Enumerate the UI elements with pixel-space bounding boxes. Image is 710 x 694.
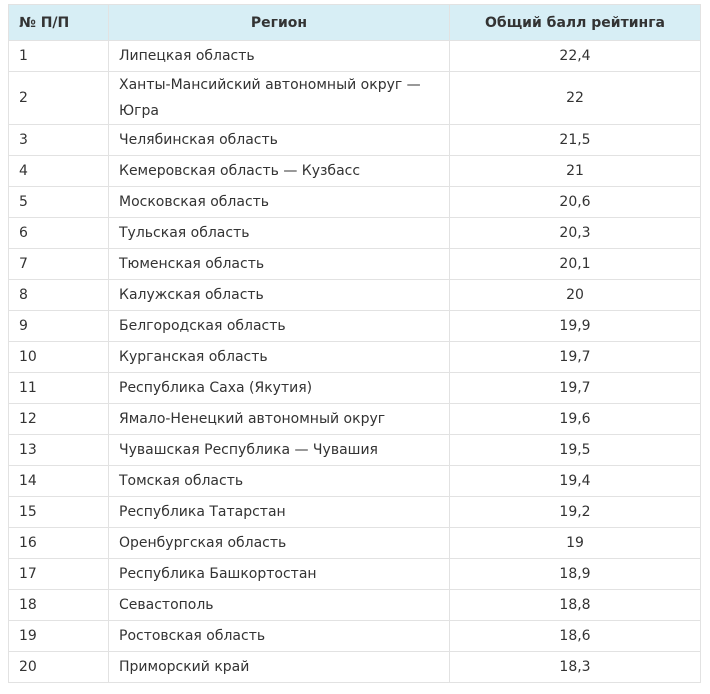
score-cell: 21 bbox=[449, 155, 701, 187]
region-cell: Республика Башкортостан bbox=[108, 558, 450, 590]
region-cell: Ханты-Мансийский автономный округ — Югра bbox=[108, 71, 450, 125]
rank-cell: 11 bbox=[8, 372, 109, 404]
region-cell: Калужская область bbox=[108, 279, 450, 311]
header-row: № П/П Регион Общий балл рейтинга bbox=[8, 4, 701, 41]
table-row: 5 Московская область 20,6 bbox=[8, 186, 701, 218]
score-cell: 22,4 bbox=[449, 40, 701, 72]
region-cell: Тульская область bbox=[108, 217, 450, 249]
score-cell: 18,6 bbox=[449, 620, 701, 652]
region-cell: Томская область bbox=[108, 465, 450, 497]
table-row: 18 Севастополь 18,8 bbox=[8, 589, 701, 621]
table-row: 19 Ростовская область 18,6 bbox=[8, 620, 701, 652]
score-cell: 18,8 bbox=[449, 589, 701, 621]
header-cell: Общий балл рейтинга bbox=[449, 4, 701, 41]
rank-cell: 13 bbox=[8, 434, 109, 466]
table-row: 9 Белгородская область 19,9 bbox=[8, 310, 701, 342]
table-body: 1 Липецкая область 22,4 2 Ханты-Мансийский а… bbox=[8, 40, 701, 683]
region-cell: Ямало-Ненецкий автономный округ bbox=[108, 403, 450, 435]
rank-cell: 19 bbox=[8, 620, 109, 652]
table-row: 2 Ханты-Мансийский автономный округ — Югр… bbox=[8, 71, 701, 125]
score-cell: 19,2 bbox=[449, 496, 701, 528]
table-row: 1 Липецкая область 22,4 bbox=[8, 40, 701, 72]
rank-cell: 2 bbox=[8, 71, 109, 125]
region-cell: Республика Татарстан bbox=[108, 496, 450, 528]
rank-cell: 7 bbox=[8, 248, 109, 280]
rank-cell: 9 bbox=[8, 310, 109, 342]
score-cell: 19,5 bbox=[449, 434, 701, 466]
rank-cell: 8 bbox=[8, 279, 109, 311]
rank-cell: 20 bbox=[8, 651, 109, 683]
table-row: 3 Челябинская область 21,5 bbox=[8, 124, 701, 156]
score-cell: 20,6 bbox=[449, 186, 701, 218]
rank-cell: 4 bbox=[8, 155, 109, 187]
rank-cell: 16 bbox=[8, 527, 109, 559]
region-cell: Чувашская Республика — Чувашия bbox=[108, 434, 450, 466]
rank-cell: 3 bbox=[8, 124, 109, 156]
score-cell: 20 bbox=[449, 279, 701, 311]
region-cell: Московская область bbox=[108, 186, 450, 218]
table-row: 14 Томская область 19,4 bbox=[8, 465, 701, 497]
rank-cell: 6 bbox=[8, 217, 109, 249]
table-row: 6 Тульская область 20,3 bbox=[8, 217, 701, 249]
rank-cell: 12 bbox=[8, 403, 109, 435]
score-cell: 21,5 bbox=[449, 124, 701, 156]
score-cell: 19,9 bbox=[449, 310, 701, 342]
rank-cell: 15 bbox=[8, 496, 109, 528]
region-cell: Оренбургская область bbox=[108, 527, 450, 559]
table-row: 17 Республика Башкортостан 18,9 bbox=[8, 558, 701, 590]
table-row: 4 Кемеровская область — Кузбасс 21 bbox=[8, 155, 701, 187]
region-cell: Республика Саха (Якутия) bbox=[108, 372, 450, 404]
rank-cell: 1 bbox=[8, 40, 109, 72]
score-cell: 20,1 bbox=[449, 248, 701, 280]
header-cell: Регион bbox=[108, 4, 450, 41]
table-row: 13 Чувашская Республика — Чувашия 19,5 bbox=[8, 434, 701, 466]
region-cell: Севастополь bbox=[108, 589, 450, 621]
table-row: 15 Республика Татарстан 19,2 bbox=[8, 496, 701, 528]
region-cell: Приморский край bbox=[108, 651, 450, 683]
table-row: 20 Приморский край 18,3 bbox=[8, 651, 701, 683]
rank-cell: 10 bbox=[8, 341, 109, 373]
table-row: 8 Калужская область 20 bbox=[8, 279, 701, 311]
score-cell: 22 bbox=[449, 71, 701, 125]
score-cell: 18,9 bbox=[449, 558, 701, 590]
header-cell: № П/П bbox=[8, 4, 109, 41]
region-cell: Челябинская область bbox=[108, 124, 450, 156]
rank-cell: 14 bbox=[8, 465, 109, 497]
region-cell: Ростовская область bbox=[108, 620, 450, 652]
score-cell: 20,3 bbox=[449, 217, 701, 249]
rank-cell: 17 bbox=[8, 558, 109, 590]
table-row: 12 Ямало-Ненецкий автономный округ 19,6 bbox=[8, 403, 701, 435]
region-cell: Белгородская область bbox=[108, 310, 450, 342]
region-cell: Кемеровская область — Кузбасс bbox=[108, 155, 450, 187]
region-cell: Липецкая область bbox=[108, 40, 450, 72]
score-cell: 19 bbox=[449, 527, 701, 559]
score-cell: 19,4 bbox=[449, 465, 701, 497]
table-row: 10 Курганская область 19,7 bbox=[8, 341, 701, 373]
rating-table: № П/П Регион Общий балл рейтинга 1 Липецк… bbox=[8, 4, 701, 683]
table-row: 7 Тюменская область 20,1 bbox=[8, 248, 701, 280]
score-cell: 19,7 bbox=[449, 341, 701, 373]
table-row: 16 Оренбургская область 19 bbox=[8, 527, 701, 559]
table-row: 11 Республика Саха (Якутия) 19,7 bbox=[8, 372, 701, 404]
score-cell: 19,6 bbox=[449, 403, 701, 435]
score-cell: 19,7 bbox=[449, 372, 701, 404]
rank-cell: 18 bbox=[8, 589, 109, 621]
score-cell: 18,3 bbox=[449, 651, 701, 683]
region-cell: Курганская область bbox=[108, 341, 450, 373]
rank-cell: 5 bbox=[8, 186, 109, 218]
region-cell: Тюменская область bbox=[108, 248, 450, 280]
